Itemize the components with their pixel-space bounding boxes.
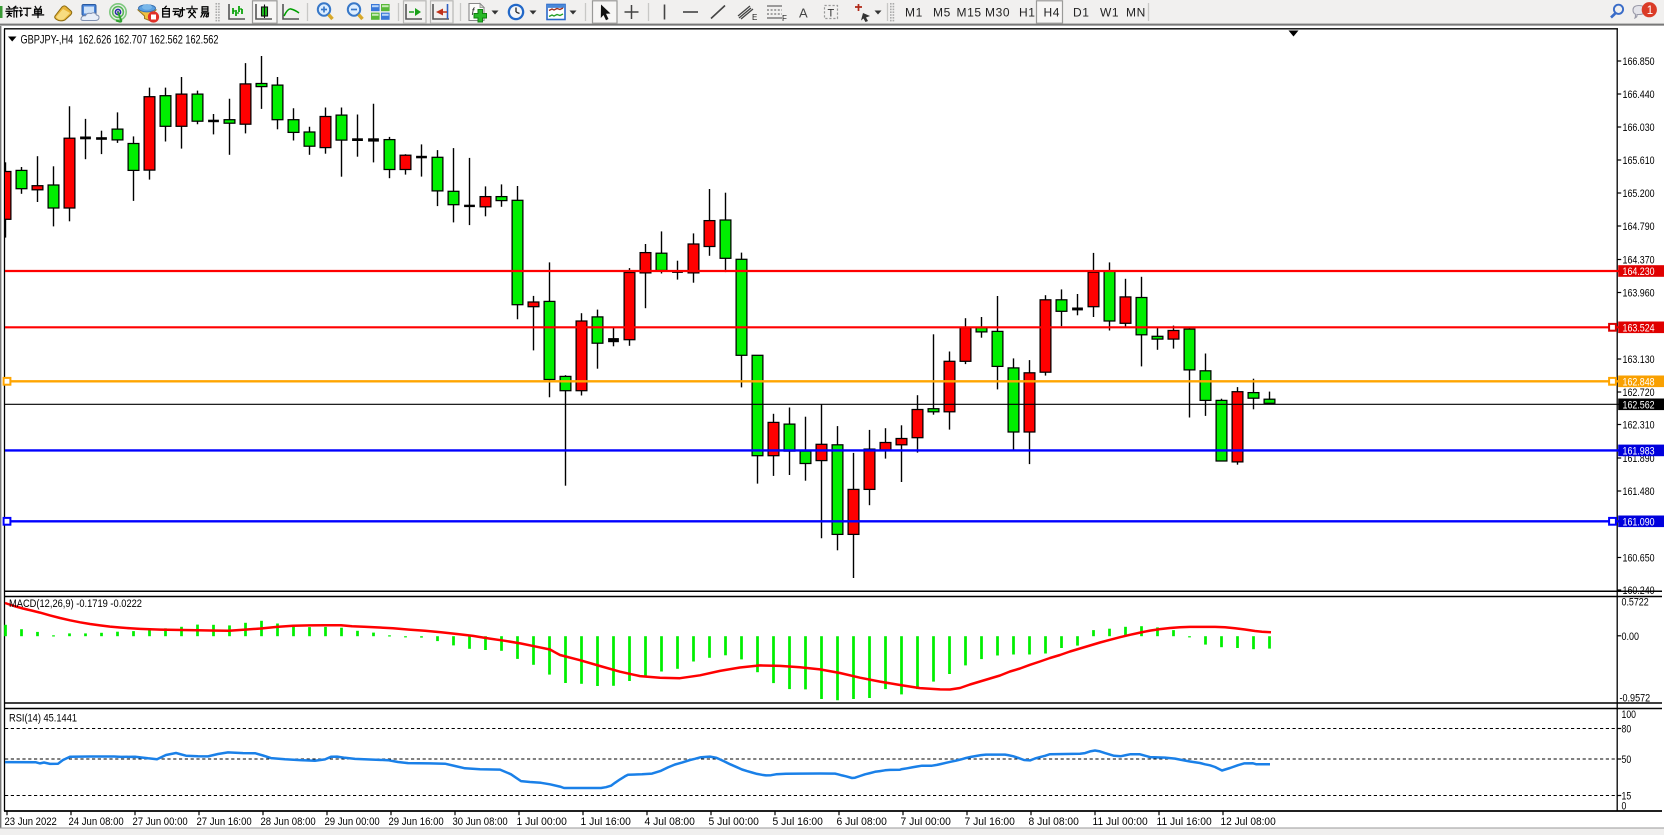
svg-text:161.983: 161.983 xyxy=(1623,445,1655,457)
svg-text:164.230: 164.230 xyxy=(1623,266,1655,278)
svg-text:7 Jul 00:00: 7 Jul 00:00 xyxy=(901,816,951,828)
svg-text:160.240: 160.240 xyxy=(1623,585,1655,597)
svg-text:29 Jun 00:00: 29 Jun 00:00 xyxy=(325,816,380,828)
svg-text:80: 80 xyxy=(1622,724,1632,736)
svg-text:28 Jun 08:00: 28 Jun 08:00 xyxy=(261,816,316,828)
svg-text:1 Jul 16:00: 1 Jul 16:00 xyxy=(581,816,631,828)
svg-text:163.960: 163.960 xyxy=(1623,288,1655,300)
svg-text:15: 15 xyxy=(1622,791,1632,803)
svg-text:1: 1 xyxy=(1647,5,1653,17)
svg-text:T: T xyxy=(828,8,835,20)
svg-text:162.310: 162.310 xyxy=(1623,420,1655,432)
svg-text:161.480: 161.480 xyxy=(1623,486,1655,498)
svg-text:5 Jul 16:00: 5 Jul 16:00 xyxy=(773,816,823,828)
svg-text:29 Jun 16:00: 29 Jun 16:00 xyxy=(389,816,444,828)
svg-text:24 Jun 08:00: 24 Jun 08:00 xyxy=(69,816,124,828)
svg-text:4 Jul 08:00: 4 Jul 08:00 xyxy=(645,816,695,828)
svg-text:D1: D1 xyxy=(1073,6,1090,20)
svg-text:166.030: 166.030 xyxy=(1623,122,1655,134)
svg-text:166.850: 166.850 xyxy=(1623,56,1655,68)
svg-text:M5: M5 xyxy=(933,6,951,20)
svg-text:27 Jun 16:00: 27 Jun 16:00 xyxy=(197,816,252,828)
svg-text:H4: H4 xyxy=(1044,6,1061,20)
svg-text:MACD(12,26,9) -0.1719 -0.0222: MACD(12,26,9) -0.1719 -0.0222 xyxy=(9,598,142,610)
svg-text:-0.9572: -0.9572 xyxy=(1620,693,1651,705)
svg-text:W1: W1 xyxy=(1100,6,1119,20)
svg-text:166.440: 166.440 xyxy=(1623,89,1655,101)
svg-text:MN: MN xyxy=(1126,6,1146,20)
svg-text:30 Jun 08:00: 30 Jun 08:00 xyxy=(453,816,508,828)
svg-text:M15: M15 xyxy=(957,6,982,20)
svg-text:7 Jul 16:00: 7 Jul 16:00 xyxy=(965,816,1015,828)
svg-text:164.790: 164.790 xyxy=(1623,221,1655,233)
svg-text:M30: M30 xyxy=(985,6,1010,20)
svg-text:161.090: 161.090 xyxy=(1623,516,1655,528)
svg-text:RSI(14) 45.1441: RSI(14) 45.1441 xyxy=(9,713,77,725)
svg-text:8 Jul 08:00: 8 Jul 08:00 xyxy=(1029,816,1079,828)
svg-text:11 Jul 00:00: 11 Jul 00:00 xyxy=(1093,816,1148,828)
svg-text:0.5722: 0.5722 xyxy=(1622,597,1649,609)
svg-text:E: E xyxy=(752,13,757,22)
svg-text:H1: H1 xyxy=(1019,6,1036,20)
svg-text:163.524: 163.524 xyxy=(1623,322,1655,334)
svg-text:M1: M1 xyxy=(905,6,923,20)
svg-text:27 Jun 00:00: 27 Jun 00:00 xyxy=(133,816,188,828)
svg-text:165.200: 165.200 xyxy=(1623,188,1655,200)
svg-text:162.720: 162.720 xyxy=(1623,387,1655,399)
svg-text:164.370: 164.370 xyxy=(1623,255,1655,267)
svg-text:162.848: 162.848 xyxy=(1623,376,1655,388)
svg-text:GBPJPY-,H4 162.626 162.707 16: GBPJPY-,H4 162.626 162.707 162.562 162.5… xyxy=(21,33,219,47)
svg-text:F: F xyxy=(782,14,787,23)
svg-text:162.562: 162.562 xyxy=(1623,399,1655,411)
svg-text:A: A xyxy=(799,6,808,21)
svg-text:163.130: 163.130 xyxy=(1623,354,1655,366)
svg-text:50: 50 xyxy=(1622,754,1632,766)
svg-text:23 Jun 2022: 23 Jun 2022 xyxy=(5,816,57,828)
svg-text:6 Jul 08:00: 6 Jul 08:00 xyxy=(837,816,887,828)
svg-text:5 Jul 00:00: 5 Jul 00:00 xyxy=(709,816,759,828)
svg-text:12 Jul 08:00: 12 Jul 08:00 xyxy=(1221,816,1276,828)
svg-text:160.650: 160.650 xyxy=(1623,553,1655,565)
svg-text:f: f xyxy=(472,7,476,18)
svg-text:100: 100 xyxy=(1622,709,1637,721)
svg-text:165.610: 165.610 xyxy=(1623,155,1655,167)
svg-text:1 Jul 00:00: 1 Jul 00:00 xyxy=(517,816,567,828)
svg-text:0: 0 xyxy=(1622,801,1627,813)
svg-text:11 Jul 16:00: 11 Jul 16:00 xyxy=(1157,816,1212,828)
svg-text:0.00: 0.00 xyxy=(1622,631,1640,643)
